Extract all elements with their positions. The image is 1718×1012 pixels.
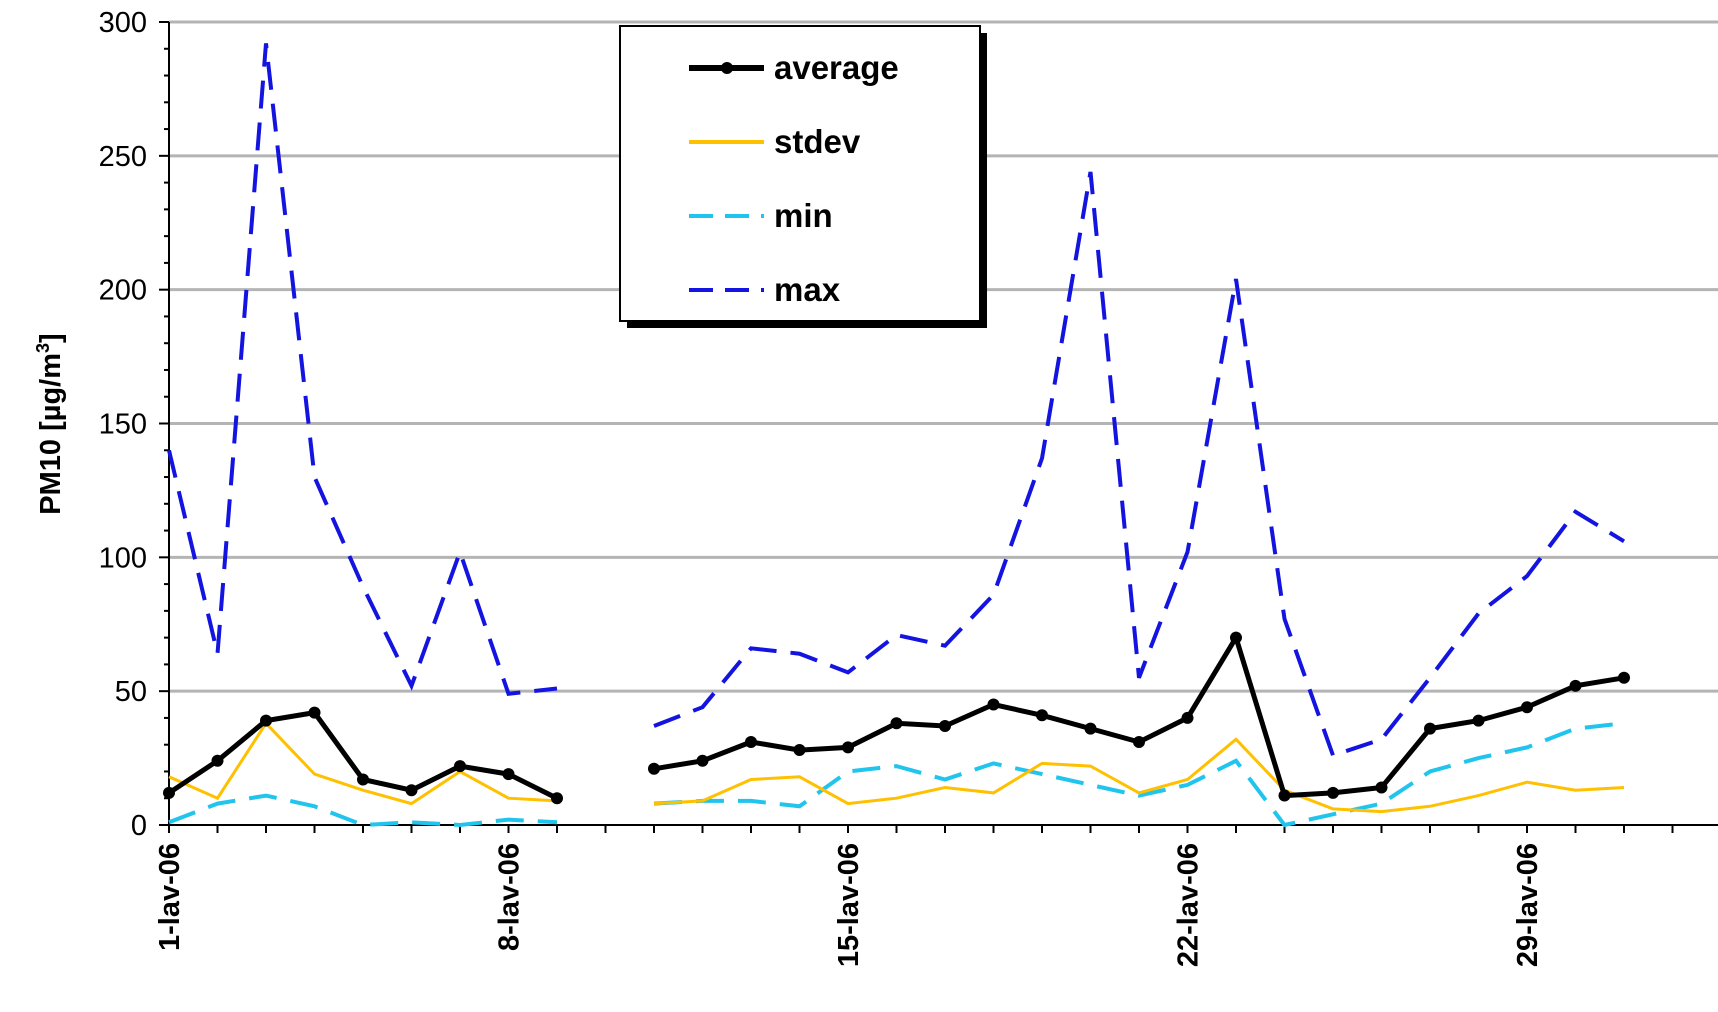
series-point-average <box>1375 781 1388 794</box>
series-line-max <box>167 43 558 696</box>
legend-label-min: min <box>774 197 833 234</box>
series-lines <box>163 43 1630 828</box>
x-ticks: 1-lav-06 8-lav-06 15-lav-06 22-lav-06 29-lav… <box>154 825 1674 967</box>
x-tick-label: 29-lav-06 <box>1512 843 1544 967</box>
series-point-average <box>648 762 660 775</box>
series-point-average <box>1424 722 1436 735</box>
series-point-average <box>842 741 854 754</box>
x-tick-label: 22-lav-06 <box>1173 843 1205 967</box>
y-axis-label: PM10 [µg/m3] <box>33 333 67 514</box>
series-average <box>163 631 1630 805</box>
legend-label-average: average <box>774 49 899 86</box>
series-point-average <box>1036 709 1048 722</box>
series-line-stdev <box>168 720 558 806</box>
series-point-average <box>1230 631 1242 644</box>
y-axis-label-main: PM10 [µg/m <box>35 353 67 515</box>
y-tick-label: 250 <box>99 141 147 173</box>
series-point-average <box>1521 701 1533 714</box>
legend-item-min: min <box>689 197 833 234</box>
series-line-min <box>168 793 558 828</box>
legend: average stdev min max <box>619 25 987 328</box>
legend-item-average: average <box>689 49 899 86</box>
y-axis-label-close: ] <box>35 333 67 343</box>
y-axis-label-superscript: 3 <box>33 343 53 353</box>
series-point-average <box>939 719 951 732</box>
y-tick-label: 150 <box>99 409 147 441</box>
legend-box <box>619 25 981 322</box>
legend-label-stdev: stdev <box>774 123 861 160</box>
series-point-average <box>405 784 418 797</box>
series-point-average <box>357 773 369 786</box>
series-point-average <box>745 736 757 749</box>
y-tick-label: 0 <box>131 810 147 842</box>
series-point-average <box>1569 679 1582 692</box>
series-point-average <box>454 760 466 773</box>
series-min <box>168 721 1625 828</box>
series-point-average <box>308 706 321 719</box>
series-point-average <box>890 717 903 730</box>
series-point-average <box>260 714 272 727</box>
x-tick-label: 8-lav-06 <box>494 843 526 951</box>
series-point-average <box>1133 736 1145 749</box>
series-max <box>167 43 1626 758</box>
series-point-average <box>1618 671 1630 684</box>
series-point-average <box>163 786 175 799</box>
series-point-average <box>1278 789 1291 802</box>
series-point-average <box>696 754 709 767</box>
legend-item-stdev: stdev <box>689 123 861 160</box>
legend-marker-average <box>721 62 733 74</box>
series-point-average <box>1327 786 1339 799</box>
legend-label-max: max <box>774 271 841 308</box>
series-stdev <box>168 720 1625 814</box>
series-point-average <box>1472 714 1485 727</box>
y-tick-label: 100 <box>99 542 147 574</box>
series-line-min <box>653 721 1625 828</box>
legend-item-max: max <box>689 271 841 308</box>
series-point-average <box>211 754 224 767</box>
y-tick-label: 300 <box>99 7 147 39</box>
y-tick-label: 200 <box>99 275 147 307</box>
series-line-max <box>653 171 1626 758</box>
series-point-average <box>502 768 515 781</box>
y-tick-label: 50 <box>115 676 147 708</box>
series-line-stdev <box>653 737 1625 814</box>
series-point-average <box>551 792 563 805</box>
series-point-average <box>987 698 1000 711</box>
y-ticks: 0 50 100 150 200 250 300 <box>99 7 169 842</box>
series-point-average <box>1181 711 1194 724</box>
x-tick-label: 1-lav-06 <box>154 843 186 951</box>
series-point-average <box>1084 722 1097 735</box>
series-point-average <box>793 744 806 757</box>
x-tick-label: 15-lav-06 <box>833 843 865 967</box>
